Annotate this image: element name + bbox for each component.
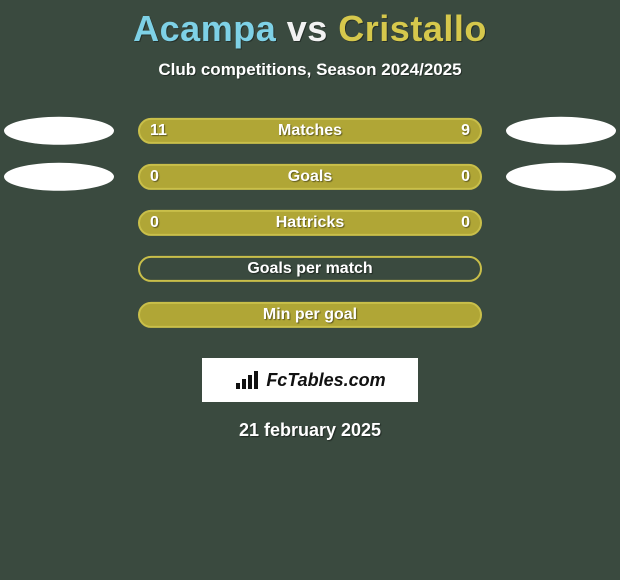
- stat-value-left: 0: [150, 168, 159, 186]
- stat-bar-min-per-goal: Min per goal: [138, 302, 482, 328]
- row-goals: 0 Goals 0: [0, 156, 620, 202]
- bar-chart-icon: [234, 369, 260, 391]
- stat-bar-hattricks: 0 Hattricks 0: [138, 210, 482, 236]
- stat-label: Matches: [278, 122, 342, 140]
- comparison-title: Acampa vs Cristallo: [0, 0, 620, 50]
- row-goals-per-match: Goals per match: [0, 248, 620, 294]
- source-badge: FcTables.com: [202, 358, 418, 402]
- subtitle: Club competitions, Season 2024/2025: [0, 60, 620, 80]
- row-min-per-goal: Min per goal: [0, 294, 620, 340]
- player1-portrait-ellipse: [4, 117, 114, 145]
- stat-label: Goals: [288, 168, 332, 186]
- stat-value-right: 0: [461, 168, 470, 186]
- stat-rows: 11 Matches 9 0 Goals 0 0 Hattricks 0 Goa…: [0, 110, 620, 340]
- source-badge-text: FcTables.com: [266, 370, 385, 391]
- stat-bar-goals: 0 Goals 0: [138, 164, 482, 190]
- player1-name: Acampa: [133, 8, 276, 49]
- stat-value-right: 0: [461, 214, 470, 232]
- stat-value-right: 9: [461, 122, 470, 140]
- player2-portrait-ellipse: [506, 163, 616, 191]
- row-matches: 11 Matches 9: [0, 110, 620, 156]
- stat-label: Goals per match: [247, 260, 372, 278]
- player2-portrait-ellipse: [506, 117, 616, 145]
- stat-value-left: 11: [150, 122, 167, 140]
- vs-word: vs: [287, 8, 328, 49]
- stat-value-left: 0: [150, 214, 159, 232]
- stat-label: Min per goal: [263, 306, 357, 324]
- row-hattricks: 0 Hattricks 0: [0, 202, 620, 248]
- player1-portrait-ellipse: [4, 163, 114, 191]
- player2-name: Cristallo: [338, 8, 487, 49]
- stat-bar-matches: 11 Matches 9: [138, 118, 482, 144]
- date-text: 21 february 2025: [0, 420, 620, 441]
- stat-bar-goals-per-match: Goals per match: [138, 256, 482, 282]
- stat-label: Hattricks: [276, 214, 344, 232]
